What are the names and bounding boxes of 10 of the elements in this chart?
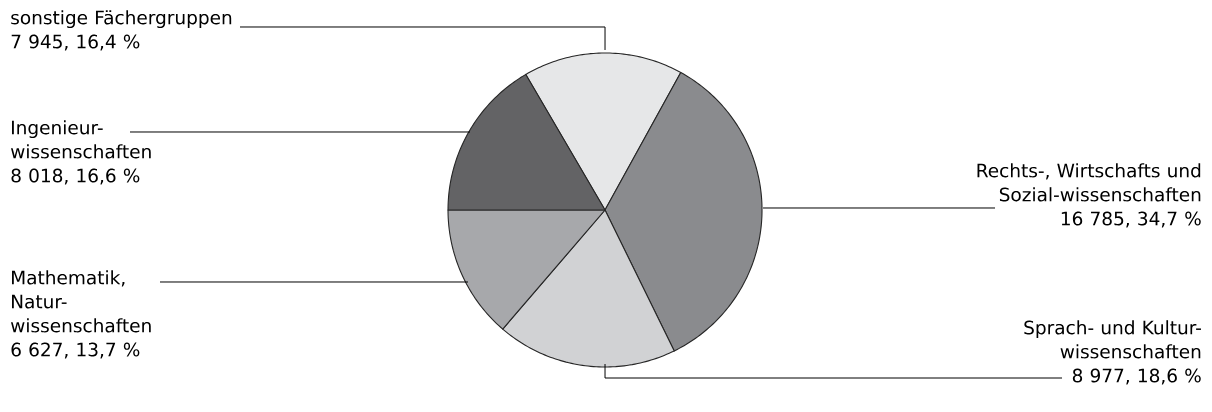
slice-label: Ingenieur-wissenschaften: [10, 120, 151, 159]
data-label: 8 018, 16,6 %: [11, 168, 140, 185]
slice-label: Rechts-, Wirtschafts und Sozial-wissenschaften: [977, 163, 1201, 202]
data-label: 16 785, 34,7 %: [1061, 211, 1201, 228]
slice-label: Sprach- und Kultur-wissenschaften: [1024, 320, 1201, 359]
slice-label: sonstige Fächergruppen: [11, 10, 232, 29]
data-label: 7 945, 16,4 %: [11, 34, 140, 51]
data-label: 6 627, 13,7 %: [11, 342, 140, 359]
data-label: 8 977, 18,6 %: [1072, 368, 1201, 385]
slice-label: Mathematik, Natur-wissenschaften: [10, 270, 151, 333]
